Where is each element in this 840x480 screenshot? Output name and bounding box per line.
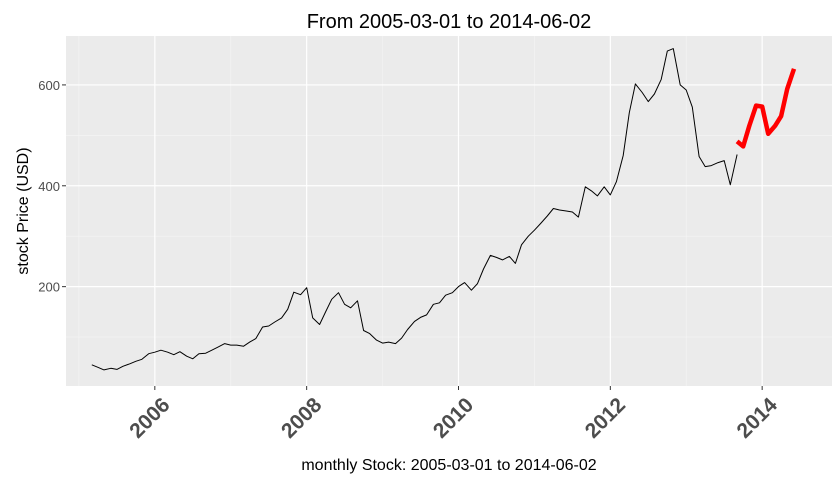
x-tick-label: 2006 (125, 393, 174, 442)
series-layer (91, 48, 797, 371)
x-tick-label: 2014 (733, 393, 783, 443)
chart-title: From 2005-03-01 to 2014-06-02 (307, 11, 592, 33)
y-tick-label: 400 (38, 179, 60, 194)
x-tick-label: 2010 (429, 393, 478, 442)
major-gridlines (66, 36, 832, 386)
y-tick-label: 600 (38, 78, 60, 93)
series-line-recent (735, 68, 797, 149)
x-axis-title: monthly Stock: 2005-03-01 to 2014-06-02 (301, 457, 596, 474)
x-tick-label: 2012 (581, 393, 630, 442)
series-line-history (91, 48, 738, 371)
x-tick-label: 2008 (277, 393, 327, 443)
x-axis: 2006 2008 2010 2012 2014 (125, 386, 782, 443)
y-axis-title: stock Price (USD) (15, 147, 32, 274)
y-axis: 200 400 600 (38, 78, 66, 295)
y-tick-label: 200 (38, 280, 60, 295)
plot-panel (66, 36, 832, 386)
minor-gridlines (66, 36, 832, 386)
